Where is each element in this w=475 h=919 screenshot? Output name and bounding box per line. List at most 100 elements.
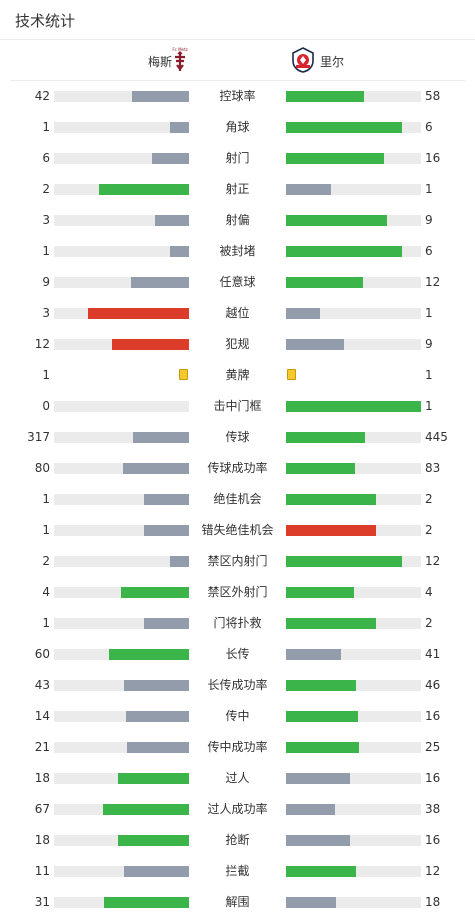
stat-row: 1 绝佳机会 2 — [0, 484, 475, 515]
stat-row: 18 过人 16 — [0, 763, 475, 794]
teams-bar: 梅斯 Fc Metz 里尔 — [10, 40, 465, 81]
stat-row: 67 过人成功率 38 — [0, 794, 475, 825]
stat-row: 1 角球 6 — [0, 112, 475, 143]
away-bar-track — [286, 277, 421, 288]
home-value: 42 — [34, 89, 50, 103]
home-value: 317 — [27, 430, 50, 444]
away-bar-track — [286, 339, 421, 350]
stat-row: 9 任意球 12 — [0, 267, 475, 298]
away-bar-track — [286, 122, 421, 133]
home-value: 67 — [34, 802, 50, 816]
away-value: 41 — [425, 647, 441, 661]
away-bar-fill — [286, 804, 335, 815]
home-value: 11 — [34, 864, 50, 878]
away-bar-track — [286, 587, 421, 598]
stat-label: 犯规 — [225, 337, 250, 351]
home-bar-track — [54, 587, 189, 598]
home-bar-track — [54, 339, 189, 350]
home-bar-track — [54, 773, 189, 784]
away-bar-track — [286, 153, 421, 164]
stat-row: 2 射正 1 — [0, 174, 475, 205]
away-value: 9 — [425, 213, 433, 227]
home-bar-fill — [126, 711, 189, 722]
stat-label: 任意球 — [219, 275, 256, 289]
home-value: 1 — [42, 523, 50, 537]
home-yellow-card-icon — [179, 369, 188, 380]
away-value: 16 — [425, 151, 441, 165]
home-bar-fill — [99, 184, 189, 195]
home-value: 0 — [42, 399, 50, 413]
stat-label: 黄牌 — [225, 368, 250, 382]
away-bar-track — [286, 773, 421, 784]
lille-crest-icon — [292, 47, 314, 73]
stat-row: 42 控球率 58 — [0, 81, 475, 112]
stat-row: 1 黄牌 1 — [0, 360, 475, 391]
stat-label: 过人成功率 — [207, 802, 268, 816]
home-bar-track — [54, 401, 189, 412]
away-bar-fill — [286, 215, 387, 226]
stat-label: 击中门框 — [213, 399, 262, 413]
stat-label: 传中 — [225, 709, 250, 723]
home-bar-fill — [144, 494, 189, 505]
home-bar-fill — [144, 525, 189, 536]
stat-label: 长传成功率 — [207, 678, 268, 692]
away-bar-fill — [286, 525, 376, 536]
home-value: 60 — [34, 647, 50, 661]
home-value: 1 — [42, 120, 50, 134]
home-bar-fill — [170, 122, 189, 133]
away-bar-fill — [286, 432, 365, 443]
home-bar-track — [54, 246, 189, 257]
home-bar-track — [54, 742, 189, 753]
away-bar-fill — [286, 866, 356, 877]
stat-row: 12 犯规 9 — [0, 329, 475, 360]
stat-row: 1 被封堵 6 — [0, 236, 475, 267]
stat-label: 门将扑救 — [213, 616, 262, 630]
away-bar-fill — [286, 339, 344, 350]
away-value: 58 — [425, 89, 441, 103]
stat-label: 角球 — [225, 120, 250, 134]
home-bar-track — [54, 804, 189, 815]
home-value: 3 — [42, 213, 50, 227]
away-bar-fill — [286, 587, 354, 598]
stat-row: 31 解围 18 — [0, 887, 475, 918]
stat-row: 80 传球成功率 83 — [0, 453, 475, 484]
away-bar-track — [286, 649, 421, 660]
stat-label: 被封堵 — [219, 244, 256, 258]
home-bar-fill — [155, 215, 189, 226]
away-value: 445 — [425, 430, 448, 444]
home-value: 6 — [42, 151, 50, 165]
away-bar-fill — [286, 835, 350, 846]
away-bar-fill — [286, 277, 363, 288]
home-bar-track — [54, 153, 189, 164]
away-bar-track — [286, 184, 421, 195]
home-bar-track — [54, 897, 189, 908]
away-value: 38 — [425, 802, 441, 816]
away-bar-fill — [286, 618, 376, 629]
stat-row: 14 传中 16 — [0, 701, 475, 732]
stat-label: 拦截 — [225, 864, 250, 878]
home-bar-fill — [88, 308, 189, 319]
home-value: 1 — [42, 492, 50, 506]
stat-row: 317 传球 445 — [0, 422, 475, 453]
away-bar-fill — [286, 773, 350, 784]
away-value: 6 — [425, 120, 433, 134]
home-bar-track — [54, 308, 189, 319]
away-bar-track — [286, 494, 421, 505]
stat-row: 18 抢断 16 — [0, 825, 475, 856]
home-bar-fill — [124, 680, 189, 691]
home-bar-track — [54, 215, 189, 226]
stat-label: 抢断 — [225, 833, 250, 847]
home-bar-track — [54, 91, 189, 102]
home-value: 12 — [34, 337, 50, 351]
away-team-name: 里尔 — [320, 55, 345, 69]
away-bar-track — [286, 835, 421, 846]
away-value: 1 — [425, 368, 433, 382]
away-value: 9 — [425, 337, 433, 351]
home-value: 1 — [42, 368, 50, 382]
home-bar-track — [54, 463, 189, 474]
stat-row: 11 拦截 12 — [0, 856, 475, 887]
home-value: 1 — [42, 244, 50, 258]
away-value: 2 — [425, 492, 433, 506]
away-value: 2 — [425, 616, 433, 630]
stat-row: 6 射门 16 — [0, 143, 475, 174]
